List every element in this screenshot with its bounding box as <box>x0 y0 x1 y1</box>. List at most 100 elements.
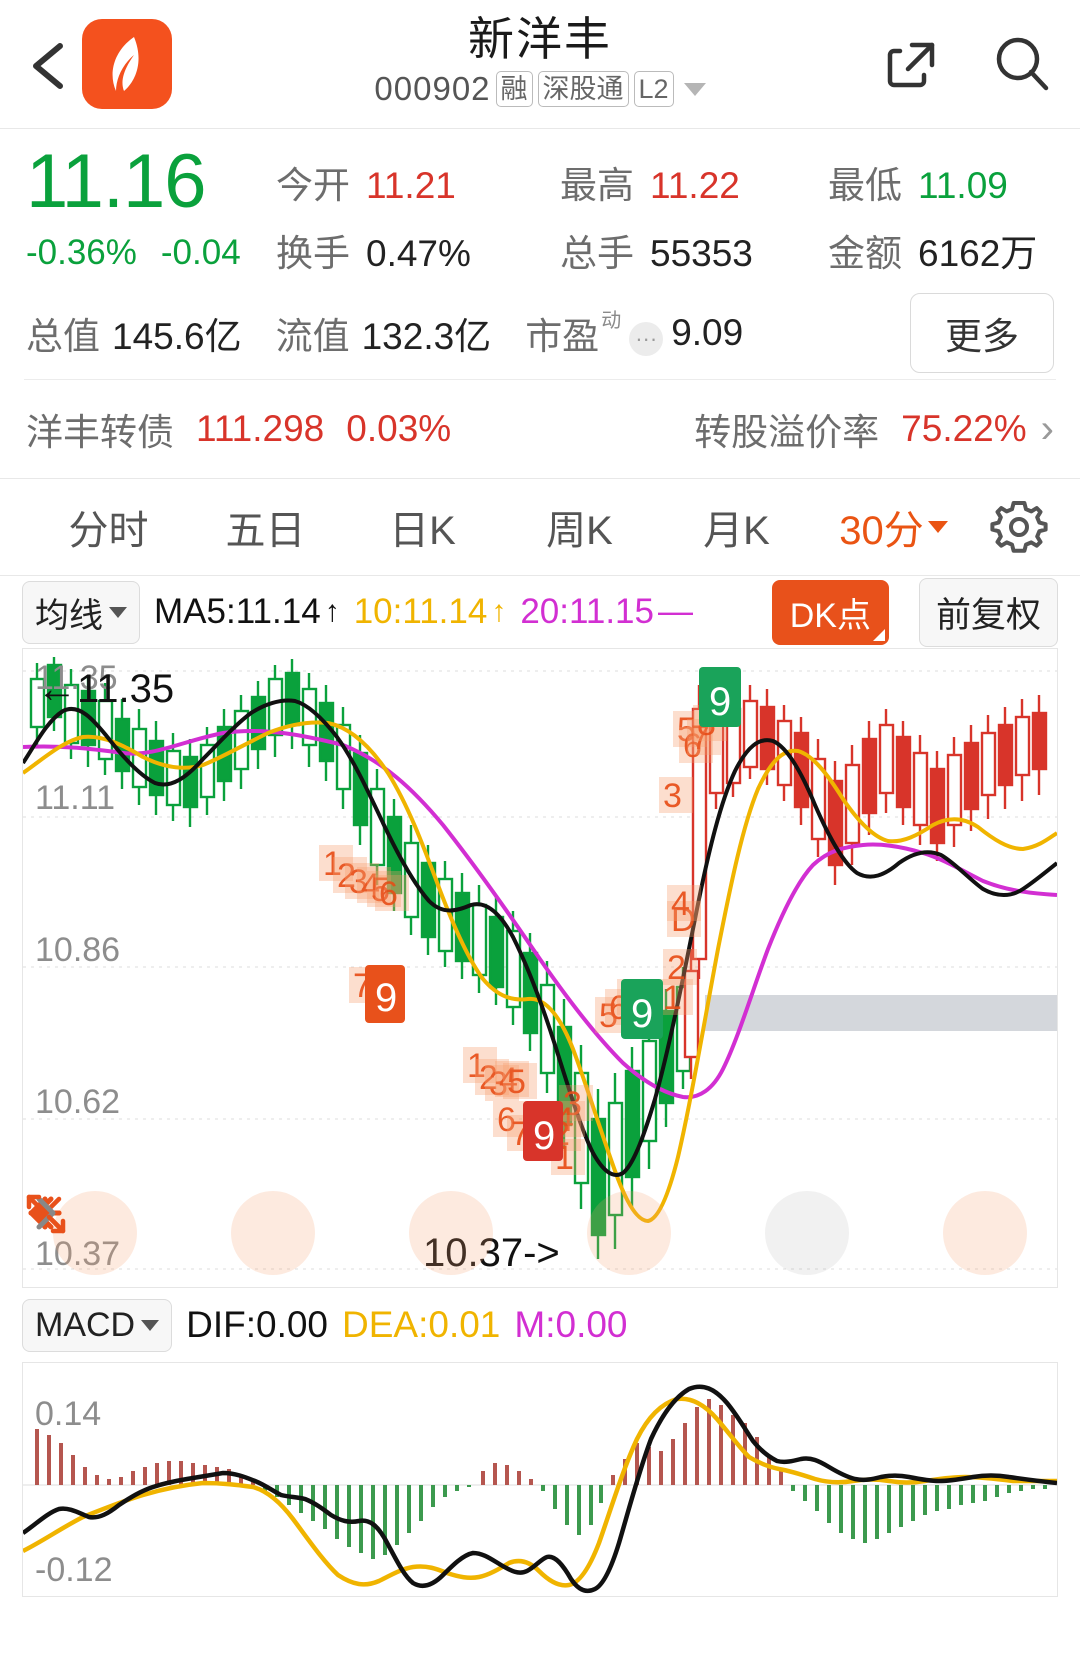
turnover-label: 换手 <box>276 233 350 274</box>
macd-legend: M:0.00 <box>514 1304 627 1346</box>
app-header: 新洋丰 000902 融 深股通 L2 <box>0 0 1080 128</box>
convertible-bond-row[interactable]: 洋丰转债 111.298 0.03% 转股溢价率 75.22% › <box>0 380 1080 478</box>
code-row[interactable]: 000902 融 深股通 L2 <box>374 70 706 108</box>
change-percent: -0.36% <box>26 233 137 272</box>
macd-y-top-label: 0.14 <box>35 1395 102 1433</box>
app-logo-icon[interactable] <box>82 19 172 109</box>
macd-canvas <box>23 1384 1057 1594</box>
indicator-selector[interactable]: MACD <box>22 1298 173 1352</box>
search-button[interactable] <box>992 33 1054 95</box>
bond-change: 0.03% <box>346 408 452 449</box>
top-price-value: 11.35 <box>77 667 175 711</box>
info-icon[interactable]: ··· <box>629 322 664 356</box>
tag-level2: L2 <box>633 71 674 107</box>
svg-text:7: 7 <box>691 719 710 757</box>
bottom-price-value: 10.37 <box>423 1231 524 1275</box>
dif-value: 0.00 <box>256 1304 329 1345</box>
ma10-legend: 10:11.14 ↑ <box>354 592 507 632</box>
pe-label: 市盈 <box>525 316 600 357</box>
chart-period-tabs: 分时 五日 日K 周K 月K 30分 <box>0 479 1080 575</box>
zoom-out-button[interactable] <box>28 1191 315 1275</box>
back-button[interactable] <box>26 38 72 90</box>
step-forward-icon <box>36 1196 56 1230</box>
ma5-arrow-icon: ↑ <box>324 595 340 628</box>
svg-text:9: 9 <box>375 976 397 1020</box>
share-icon <box>887 42 935 88</box>
tab-30min-label: 30分 <box>839 509 924 553</box>
ma10-arrow-icon: ↑ <box>491 595 507 628</box>
tag-margin: 融 <box>495 71 533 107</box>
volume-value: 55353 <box>650 233 753 274</box>
tab-monthly-k[interactable]: 月K <box>703 509 770 553</box>
stock-code: 000902 <box>374 70 491 107</box>
svg-text:3: 3 <box>663 777 682 815</box>
quote-fields: 今开 11.21 最高 11.22 最低 11.09 换手 0.47% 总手 55353 … <box>276 141 1054 277</box>
step-back-button[interactable] <box>34 1191 671 1275</box>
svg-text:6: 6 <box>683 727 702 765</box>
tab-30min[interactable]: 30分 <box>815 498 972 556</box>
mktcap-label: 总值 <box>26 316 100 357</box>
macd-chart[interactable]: 0.14 -0.12 <box>22 1362 1058 1597</box>
tab-daily-k[interactable]: 日K <box>389 509 456 553</box>
svg-text:4: 4 <box>499 1061 518 1099</box>
dif-label: DIF: <box>186 1304 256 1345</box>
logo-glyph-icon <box>112 37 139 91</box>
share-button[interactable] <box>880 33 942 95</box>
tab-weekly-k[interactable]: 周K <box>546 509 613 553</box>
change-absolute: -0.04 <box>160 233 241 272</box>
ma10-line <box>23 720 1057 1224</box>
chevron-left-icon <box>33 43 63 89</box>
dk-badge-markers: 9 9 9 9 <box>365 667 741 1161</box>
chevron-down-icon[interactable] <box>683 82 706 96</box>
dea-label: DEA: <box>342 1304 429 1345</box>
bottom-price-arrow-icon: -> <box>523 1231 560 1275</box>
chevron-down-icon <box>109 606 127 618</box>
premium-label: 转股溢价率 <box>694 412 880 453</box>
open-value: 11.21 <box>366 165 456 206</box>
svg-text:6: 6 <box>379 875 398 913</box>
svg-text:9: 9 <box>709 680 731 724</box>
fullscreen-button[interactable] <box>26 1191 1027 1275</box>
svg-text:4: 4 <box>671 885 690 923</box>
more-button[interactable]: 更多 <box>910 293 1054 373</box>
svg-text:3: 3 <box>489 1065 508 1103</box>
price-band <box>705 995 1057 1031</box>
svg-text:5: 5 <box>677 711 696 749</box>
price-block: 11.16 -0.36% -0.04 <box>26 141 276 273</box>
amount-value: 6162万 <box>918 233 1038 274</box>
dk-point-button[interactable]: DK点 <box>771 579 889 645</box>
svg-text:2: 2 <box>667 949 686 987</box>
zoom-in-button[interactable] <box>28 1191 493 1275</box>
dif-line <box>23 1384 1057 1594</box>
floatcap-value: 132.3亿 <box>361 316 492 357</box>
chevron-right-icon[interactable]: › <box>1040 407 1054 451</box>
ma20-dash-icon: — <box>658 592 693 631</box>
mktcap-value: 145.6亿 <box>112 316 242 357</box>
tab-fenshi[interactable]: 分时 <box>68 509 149 553</box>
bottom-price-marker: 10.37-> <box>423 1231 560 1276</box>
pe-superscript: 动 <box>601 310 622 332</box>
ma5-legend: MA5:11.14 ↑ <box>154 592 340 632</box>
y-axis-label-4: 10.62 <box>35 1083 121 1121</box>
ma20-value: 20:11.15 <box>520 592 654 631</box>
dif-legend: DIF:0.00 <box>186 1304 328 1346</box>
dea-legend: DEA:0.01 <box>342 1304 500 1346</box>
chart-settings-button[interactable] <box>988 496 1050 558</box>
ma-selector-label: 均线 <box>35 596 103 635</box>
svg-text:1: 1 <box>663 979 682 1017</box>
tab-five-day[interactable]: 五日 <box>225 509 306 553</box>
fullscreen-icon <box>26 1194 66 1234</box>
floatcap-label: 流值 <box>275 316 350 357</box>
ma-selector[interactable]: 均线 <box>22 580 140 644</box>
search-icon <box>996 37 1049 91</box>
step-forward-button[interactable] <box>36 1191 849 1275</box>
adjust-button[interactable]: 前复权 <box>918 577 1058 647</box>
y-axis-label-2: 11.11 <box>35 779 116 817</box>
y-axis-label-3: 10.86 <box>35 931 121 969</box>
tabs-divider <box>0 575 1080 576</box>
quote-panel: 11.16 -0.36% -0.04 今开 11.21 最高 11.22 最低 11.… <box>0 129 1080 379</box>
amount-label: 金额 <box>828 233 902 274</box>
svg-text:1: 1 <box>467 1047 486 1085</box>
k-line-chart[interactable]: 1 2 3 4 5 6 7 1 2 3 4 5 6 7 3 4 2 1 5 6 <box>22 648 1058 1288</box>
ma5-line <box>23 698 1057 1177</box>
